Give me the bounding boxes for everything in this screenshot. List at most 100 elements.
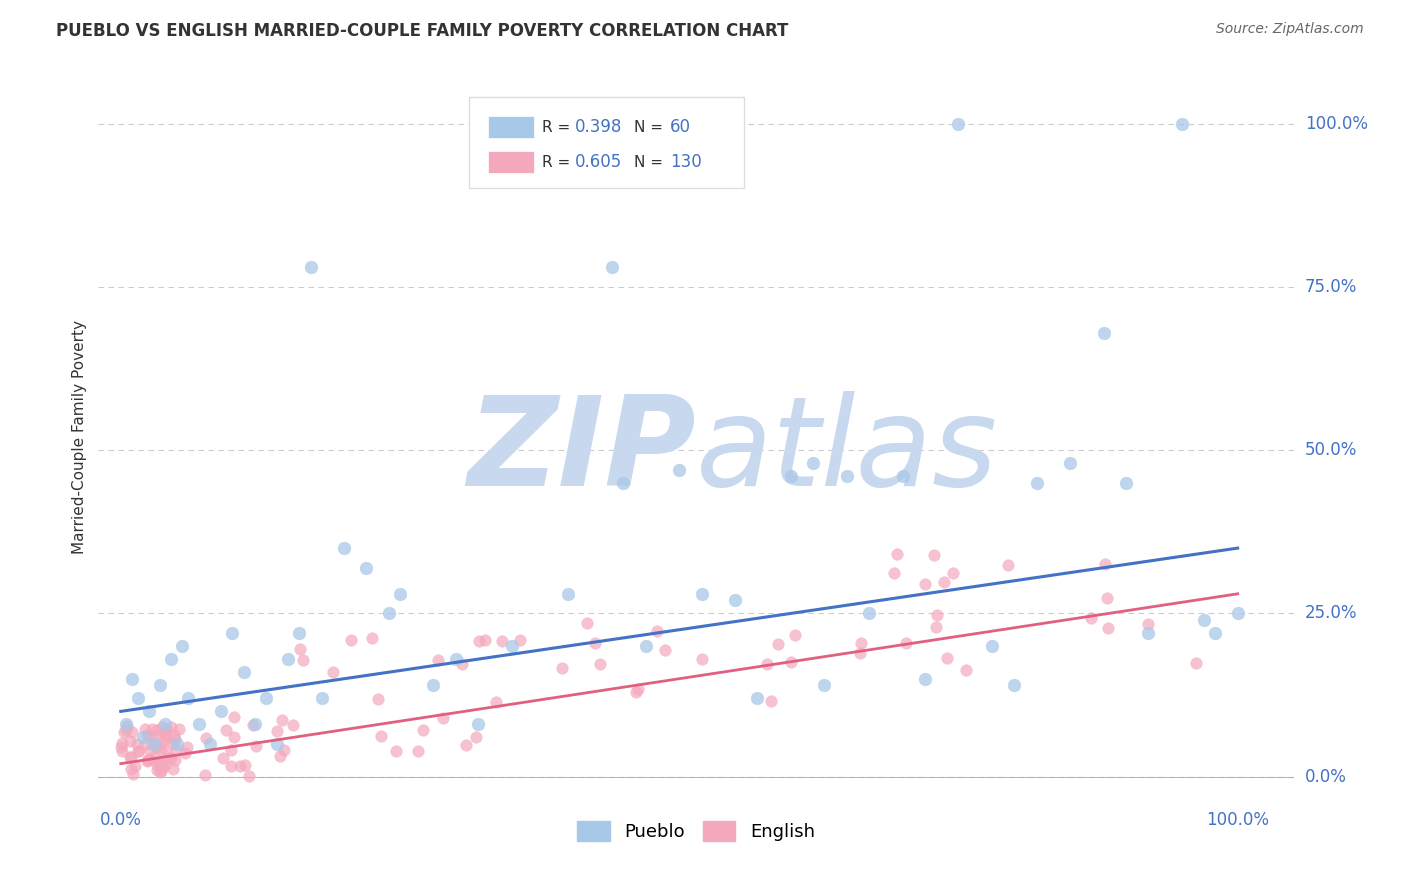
Point [934, 575, 956, 590]
Point [111, 736, 134, 750]
Point [224, 730, 246, 744]
Point [243, 717, 266, 731]
Point [579, 117, 602, 131]
Point [333, 541, 356, 555]
Point [245, 739, 267, 754]
Point [162, 762, 184, 776]
Point [195, 731, 218, 746]
Point [851, 636, 873, 650]
Point [849, 646, 872, 660]
Point [277, 652, 299, 666]
Point [464, 731, 486, 745]
Point [122, 767, 145, 781]
Point [557, 587, 579, 601]
Point [785, 628, 807, 642]
Text: ZIP: ZIP [467, 392, 696, 512]
Point [176, 739, 198, 754]
Point [468, 634, 491, 648]
Point [127, 744, 149, 758]
Point [779, 656, 801, 670]
Point [159, 751, 181, 765]
Point [1002, 678, 1025, 692]
Point [121, 672, 143, 686]
Point [160, 652, 183, 666]
Point [1094, 557, 1116, 571]
Point [412, 723, 434, 738]
Point [173, 746, 195, 760]
Point [1171, 117, 1194, 131]
Point [624, 685, 647, 699]
Point [128, 744, 150, 758]
Point [148, 756, 170, 771]
Point [150, 764, 173, 778]
Point [136, 753, 159, 767]
Point [491, 634, 513, 648]
Point [955, 663, 977, 677]
FancyBboxPatch shape [488, 152, 534, 173]
Point [747, 691, 769, 706]
Point [886, 547, 908, 561]
Point [780, 469, 803, 483]
Point [281, 717, 304, 731]
Point [612, 475, 634, 490]
Point [269, 749, 291, 764]
Point [299, 260, 322, 275]
Point [356, 560, 378, 574]
Point [600, 260, 623, 275]
Point [222, 710, 245, 724]
Point [311, 691, 333, 706]
Point [501, 639, 523, 653]
Point [221, 626, 243, 640]
Point [801, 456, 824, 470]
Point [388, 587, 411, 601]
Text: 0.605: 0.605 [575, 153, 621, 171]
Point [1092, 326, 1115, 340]
Point [134, 722, 156, 736]
Point [141, 722, 163, 736]
Point [1137, 626, 1160, 640]
Point [172, 639, 194, 653]
Text: N =: N = [634, 155, 668, 169]
Point [291, 653, 314, 667]
Text: R =: R = [543, 120, 575, 135]
Point [163, 728, 186, 742]
Point [146, 763, 169, 777]
Point [139, 730, 162, 744]
Point [339, 633, 361, 648]
Point [135, 728, 157, 742]
Point [152, 733, 174, 747]
Point [378, 607, 401, 621]
Point [139, 743, 162, 757]
Point [149, 756, 172, 771]
Text: PUEBLO VS ENGLISH MARRIED-COUPLE FAMILY POVERTY CORRELATION CHART: PUEBLO VS ENGLISH MARRIED-COUPLE FAMILY … [56, 22, 789, 40]
Point [112, 725, 135, 739]
Point [143, 739, 166, 754]
Point [143, 749, 166, 764]
Point [835, 469, 858, 483]
Point [645, 624, 668, 639]
Point [1059, 456, 1081, 470]
Point [120, 733, 142, 747]
Point [583, 636, 606, 650]
Point [575, 616, 598, 631]
Text: 100.0%: 100.0% [1305, 114, 1368, 133]
Point [254, 691, 277, 706]
Point [422, 678, 444, 692]
Point [981, 639, 1004, 653]
Point [152, 725, 174, 739]
Point [266, 737, 288, 751]
Point [115, 719, 138, 733]
Point [198, 737, 221, 751]
Point [891, 469, 914, 483]
Point [883, 566, 905, 580]
Point [467, 717, 489, 731]
Point [935, 650, 957, 665]
Text: atlas: atlas [696, 392, 998, 512]
Point [1097, 621, 1119, 635]
Point [155, 722, 177, 736]
Point [668, 463, 690, 477]
Point [427, 653, 450, 667]
Point [155, 726, 177, 740]
Point [896, 636, 918, 650]
Text: 60: 60 [671, 119, 692, 136]
